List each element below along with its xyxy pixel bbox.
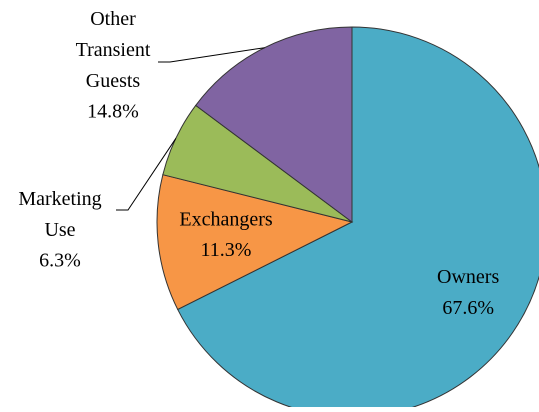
pie-slice xyxy=(177,26,539,412)
label-line: Transient xyxy=(76,39,151,61)
label-line: Use xyxy=(44,219,75,241)
label-line: Other xyxy=(90,8,136,30)
pie-slice xyxy=(156,174,354,311)
label-line: Exchangers xyxy=(179,208,273,230)
label-line: Guests xyxy=(86,70,141,92)
slice-label: Other Transient Guests xyxy=(76,8,151,92)
label-line: Owners xyxy=(437,266,499,288)
value-label: 6.3% xyxy=(39,250,81,272)
label-line: Marketing xyxy=(18,188,101,210)
leader-line xyxy=(158,47,265,63)
value-label: 11.3% xyxy=(201,239,252,261)
slice-label: Owners xyxy=(437,266,499,288)
value-label: 67.6% xyxy=(442,297,494,319)
value-label: 14.8% xyxy=(87,101,139,123)
leader-line xyxy=(116,138,177,211)
slice-label: Exchangers xyxy=(179,208,273,230)
slice-label: Marketing Use xyxy=(18,188,101,241)
